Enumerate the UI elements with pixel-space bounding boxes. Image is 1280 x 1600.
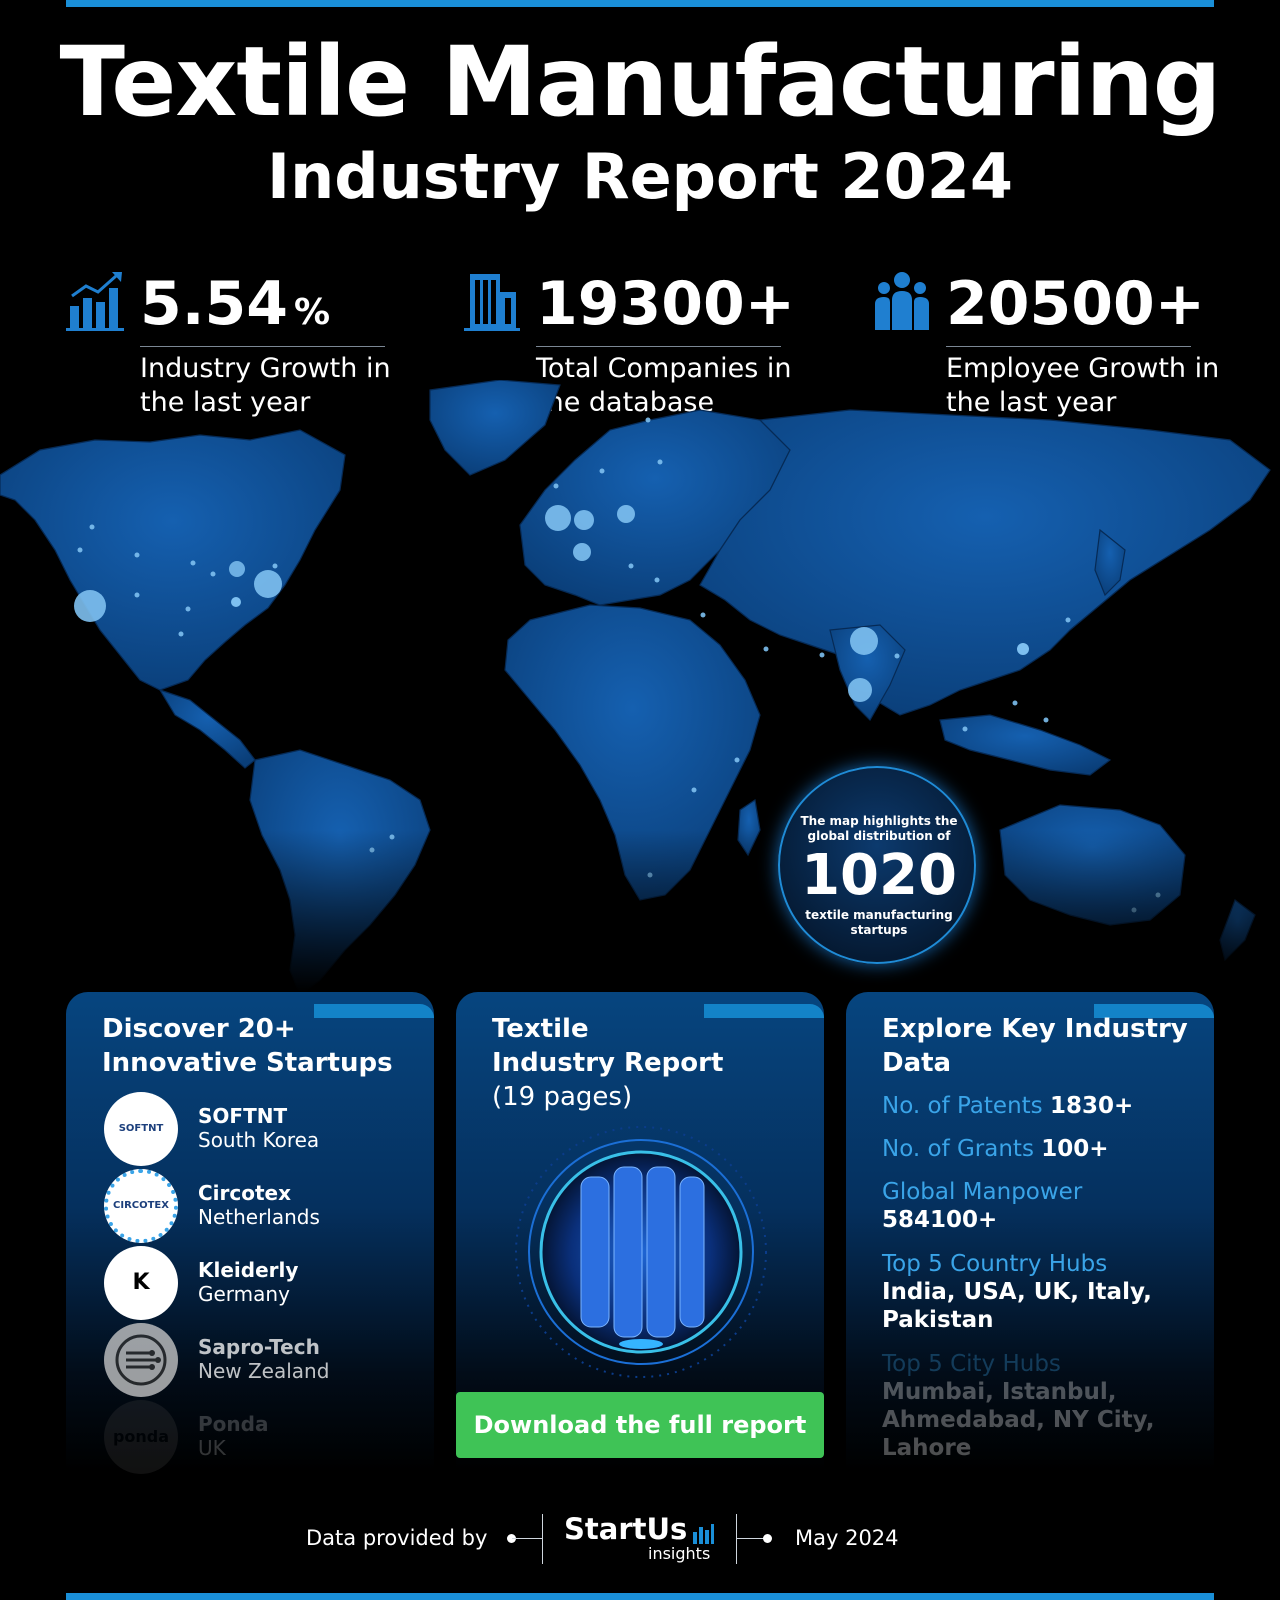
report-card: Textile Industry Report (19 pages) Downl…	[456, 992, 824, 1470]
city-hubs-row: Top 5 City Hubs Mumbai, Istanbul, Ahmeda…	[882, 1350, 1202, 1462]
stat-description: Total Companies in the database	[536, 353, 792, 418]
patents-row: No. of Patents 1830+	[882, 1092, 1202, 1120]
grants-label: No. of Grants	[882, 1136, 1034, 1162]
country-hubs-label: Top 5 Country Hubs	[882, 1251, 1108, 1277]
ponda-logo: ponda	[104, 1400, 178, 1474]
startup-item[interactable]: K Kleiderly Germany	[104, 1246, 404, 1320]
stat-description: Industry Growth in the last year	[140, 353, 391, 418]
grants-row: No. of Grants 100+	[882, 1135, 1202, 1163]
separator-line	[736, 1514, 737, 1564]
connector-line	[736, 1538, 766, 1539]
manpower-row: Global Manpower 584100+	[882, 1178, 1202, 1234]
divider	[946, 346, 1191, 347]
industry-data-card: Explore Key Industry Data No. of Patents…	[846, 992, 1214, 1470]
report-title-line1: Textile	[492, 1014, 589, 1044]
manpower-value: 584100+	[882, 1207, 998, 1233]
startup-item[interactable]: SOFTNT SOFTNT South Korea	[104, 1092, 404, 1166]
download-report-button[interactable]: Download the full report	[456, 1392, 824, 1458]
north-america	[0, 429, 346, 691]
kleiderly-logo: K	[104, 1246, 178, 1320]
sapro-tech-logo	[104, 1323, 178, 1397]
report-title-line2: Industry Report	[492, 1048, 724, 1078]
bar-chart-growth-icon	[66, 272, 124, 331]
map-fade-overlay	[0, 830, 1280, 1020]
connector-dot	[763, 1534, 772, 1543]
greenland	[429, 380, 561, 476]
grants-value: 100+	[1041, 1136, 1109, 1162]
startup-country: South Korea	[198, 1128, 320, 1152]
brand-name: StartUs	[564, 1512, 688, 1546]
top-accent-bar	[66, 0, 1214, 7]
card-panel	[846, 992, 1214, 1470]
stat-value: 20500+	[946, 269, 1206, 339]
badge-intro-text: The map highlights the global distributi…	[800, 814, 958, 843]
central-america	[158, 688, 256, 769]
startup-name: Sapro-Tech	[198, 1335, 320, 1359]
startup-name: Circotex	[198, 1181, 292, 1205]
people-group-icon	[875, 272, 929, 330]
card-tab	[704, 1004, 824, 1018]
data-provided-by-label: Data provided by	[306, 1526, 488, 1550]
manpower-label: Global Manpower	[882, 1179, 1083, 1205]
stat-value: 19300+	[536, 269, 796, 339]
startup-item[interactable]: ponda Ponda UK	[104, 1400, 404, 1474]
report-card-title: Textile Industry Report (19 pages)	[492, 1012, 812, 1114]
startup-name: SOFTNT	[198, 1104, 288, 1128]
stat-value: 5.54	[140, 269, 289, 339]
page-subtitle: Industry Report 2024	[267, 140, 1013, 213]
japan	[1094, 528, 1126, 597]
startup-country: Netherlands	[198, 1205, 320, 1229]
india	[829, 624, 906, 721]
startup-item[interactable]: Sapro-Tech New Zealand	[104, 1323, 404, 1397]
startup-country: UK	[198, 1436, 226, 1460]
separator-line	[542, 1514, 543, 1564]
country-hubs-row: Top 5 Country Hubs India, USA, UK, Italy…	[882, 1250, 1202, 1334]
startups-count-badge: The map highlights the global distributi…	[778, 766, 976, 964]
country-hubs-value: India, USA, UK, Italy, Pakistan	[882, 1279, 1152, 1333]
card-tab	[314, 1004, 434, 1018]
report-date: May 2024	[795, 1526, 899, 1550]
connector-dot	[507, 1534, 516, 1543]
patents-value: 1830+	[1049, 1093, 1134, 1119]
bottom-accent-bar	[66, 1593, 1214, 1600]
city-hubs-value: Mumbai, Istanbul, Ahmedabad, NY City, La…	[882, 1379, 1155, 1461]
badge-count: 1020	[801, 843, 957, 908]
startup-item[interactable]: CIRCOTEX Circotex Netherlands	[104, 1169, 404, 1243]
softnt-logo: SOFTNT	[104, 1092, 178, 1166]
startup-name: Kleiderly	[198, 1258, 299, 1282]
bars-icon	[693, 1524, 714, 1544]
startus-insights-logo[interactable]: StartUs insights	[560, 1512, 720, 1568]
startup-country: New Zealand	[198, 1359, 330, 1383]
data-card-title: Explore Key Industry Data	[882, 1014, 1188, 1078]
startup-name: Ponda	[198, 1412, 269, 1436]
startups-card-title: Discover 20+ Innovative Startups	[102, 1014, 393, 1078]
card-tab	[1094, 1004, 1214, 1018]
page-title: Textile Manufacturing	[59, 26, 1222, 138]
badge-outro-text: textile manufacturing startups	[805, 908, 953, 937]
city-hubs-label: Top 5 City Hubs	[882, 1351, 1061, 1377]
brand-subtitle: insights	[648, 1544, 711, 1563]
southeast-asia	[939, 714, 1112, 776]
stat-unit: %	[294, 292, 331, 333]
circuit-icon	[115, 1334, 167, 1386]
circotex-logo: CIRCOTEX	[104, 1169, 178, 1243]
report-pages: (19 pages)	[492, 1082, 633, 1112]
startup-country: Germany	[198, 1282, 290, 1306]
startups-card: Discover 20+ Innovative Startups SOFTNT …	[66, 992, 434, 1474]
connector-line	[512, 1538, 542, 1539]
patents-label: No. of Patents	[882, 1093, 1043, 1119]
divider	[140, 346, 385, 347]
stat-description: Employee Growth in the last year	[946, 353, 1220, 418]
divider	[536, 346, 781, 347]
textile-spools-illustration	[515, 1126, 767, 1378]
buildings-icon	[464, 274, 520, 331]
